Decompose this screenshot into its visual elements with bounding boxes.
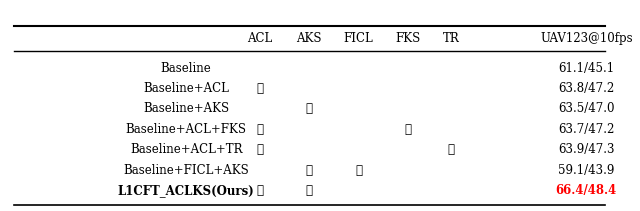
Text: ✓: ✓ xyxy=(306,102,313,115)
Text: 63.9/47.3: 63.9/47.3 xyxy=(558,143,614,156)
Text: AKS: AKS xyxy=(296,32,322,45)
Text: 66.4/48.4: 66.4/48.4 xyxy=(556,184,617,197)
Text: 59.1/43.9: 59.1/43.9 xyxy=(558,164,614,177)
Text: ✓: ✓ xyxy=(404,123,412,136)
Text: ✓: ✓ xyxy=(257,123,264,136)
Text: 61.1/45.1: 61.1/45.1 xyxy=(558,62,614,74)
Text: 63.5/47.0: 63.5/47.0 xyxy=(558,102,614,115)
Text: Baseline+ACL+FKS: Baseline+ACL+FKS xyxy=(125,123,246,136)
Text: ✓: ✓ xyxy=(306,164,313,177)
Text: FKS: FKS xyxy=(395,32,420,45)
Text: Baseline+ACL: Baseline+ACL xyxy=(143,82,229,95)
Text: FICL: FICL xyxy=(344,32,373,45)
Text: 63.7/47.2: 63.7/47.2 xyxy=(558,123,614,136)
Text: ✓: ✓ xyxy=(355,164,362,177)
Text: ✓: ✓ xyxy=(447,143,454,156)
Text: TR: TR xyxy=(442,32,460,45)
Text: Baseline: Baseline xyxy=(161,62,211,74)
Text: L1CFT_ACLKS(Ours): L1CFT_ACLKS(Ours) xyxy=(118,184,255,197)
Text: 63.8/47.2: 63.8/47.2 xyxy=(558,82,614,95)
Text: ✓: ✓ xyxy=(257,143,264,156)
Text: UAV123@10fps: UAV123@10fps xyxy=(540,32,632,45)
Text: Baseline+ACL+TR: Baseline+ACL+TR xyxy=(130,143,243,156)
Text: ✓: ✓ xyxy=(257,82,264,95)
Text: ✓: ✓ xyxy=(257,184,264,197)
Text: Baseline+FICL+AKS: Baseline+FICL+AKS xyxy=(124,164,249,177)
Text: Baseline+AKS: Baseline+AKS xyxy=(143,102,229,115)
Text: ✓: ✓ xyxy=(306,184,313,197)
Text: ACL: ACL xyxy=(248,32,273,45)
